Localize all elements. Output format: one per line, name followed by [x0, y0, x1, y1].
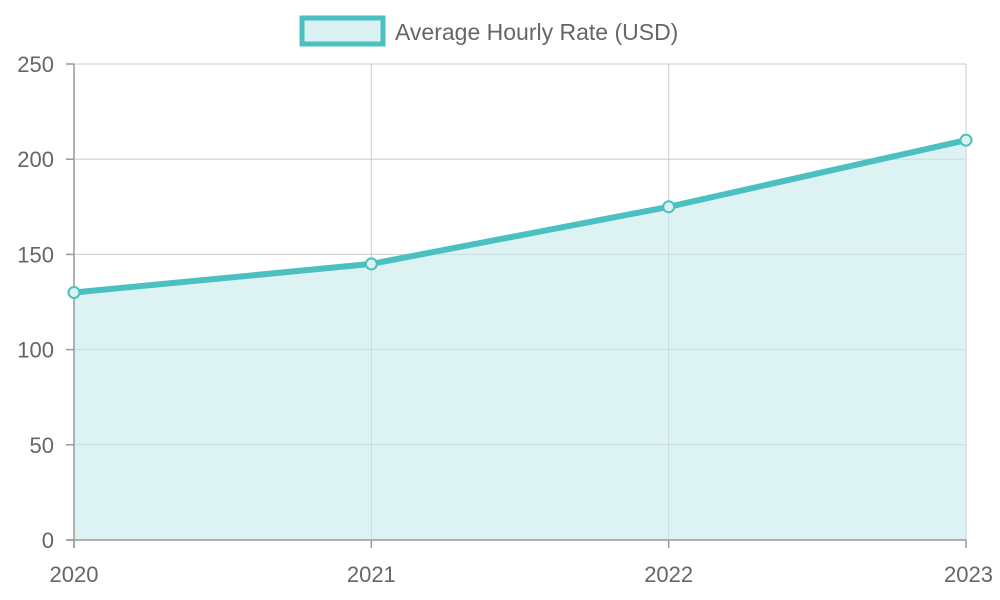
x-tick-label: 2023	[944, 562, 993, 587]
data-point-2020	[67, 285, 81, 299]
x-tick-label: 2021	[347, 562, 396, 587]
x-tick-label: 2022	[644, 562, 693, 587]
axes	[66, 63, 967, 548]
y-tick-labels: 0 50 100 150 200 250	[17, 52, 54, 553]
legend[interactable]: Average Hourly Rate (USD)	[299, 15, 678, 47]
data-point-2023	[959, 133, 973, 147]
legend-label: Average Hourly Rate (USD)	[395, 19, 678, 45]
data-point-2021	[364, 257, 378, 271]
x-tick-label: 2020	[50, 562, 99, 587]
points-layer	[67, 133, 973, 299]
x-tick-labels: 2020 2021 2022 2023	[50, 562, 993, 587]
y-tick-label: 200	[17, 147, 54, 172]
y-tick-label: 0	[42, 528, 54, 553]
area-layer	[74, 140, 966, 540]
y-tick-label: 50	[30, 433, 54, 458]
y-tick-label: 250	[17, 52, 54, 77]
series-line	[71, 137, 969, 296]
y-tick-label: 100	[17, 338, 54, 363]
data-point-2022	[662, 200, 676, 214]
y-tick-label: 150	[17, 242, 54, 267]
series-area	[74, 140, 966, 540]
legend-swatch	[299, 15, 386, 47]
